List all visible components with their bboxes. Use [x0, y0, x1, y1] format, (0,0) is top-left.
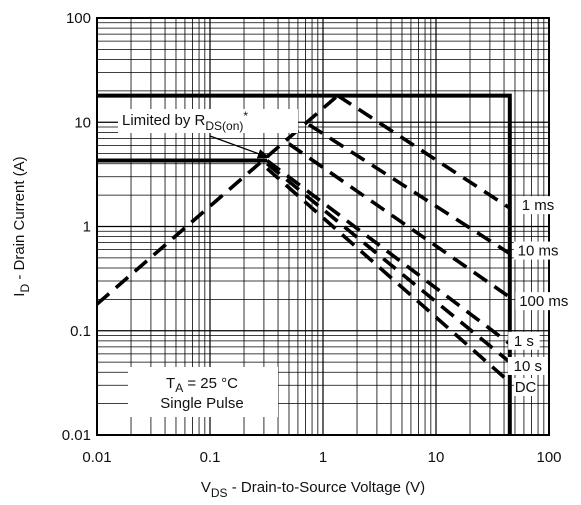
series-label-bg: [515, 292, 573, 311]
curve-layer: [95, 93, 512, 435]
y-tick-label: 0.1: [70, 323, 91, 340]
series-line-DC: [265, 167, 511, 384]
y-tick-label: 100: [66, 10, 91, 27]
series-label-100-ms: 100 ms: [519, 293, 568, 310]
series-label-bg: [508, 331, 540, 350]
series-label-DC: DC: [515, 379, 537, 396]
conditions-line2: Single Pulse: [160, 395, 243, 412]
y-axis-label: ID - Drain Current (A): [11, 156, 32, 296]
limited-by-bg: [118, 109, 298, 133]
series-label-1-s: 1 s: [514, 333, 534, 350]
limit-curve-0: [97, 93, 512, 435]
series-line-10-s: [265, 162, 511, 364]
x-tick-label: 10: [428, 449, 445, 466]
series-label-10-s: 10 s: [514, 358, 542, 375]
limited-by-arrow: [209, 135, 270, 159]
plot-frame: [96, 17, 550, 436]
series-line-10-ms: [307, 123, 511, 256]
series-line-100-ms: [287, 142, 511, 299]
limited-by-label: Limited by RDS(on)*: [122, 109, 248, 133]
series-line-1-ms: [336, 94, 511, 210]
y-tick-label: 1: [83, 219, 91, 236]
conditions-box-bg: [128, 367, 278, 417]
x-axis-label: VDS - Drain-to-Source Voltage (V): [201, 479, 425, 500]
x-tick-label: 0.1: [200, 449, 221, 466]
series-label-bg: [518, 196, 559, 215]
y-tick-label: 0.01: [62, 427, 91, 444]
series-label-bg: [514, 378, 538, 397]
series-label-10-ms: 10 ms: [518, 243, 559, 260]
y-tick-label: 10: [74, 114, 91, 131]
label-layer: VDS - Drain-to-Source Voltage (V) ID - Dr…: [11, 156, 573, 500]
grid-layer: [96, 18, 549, 436]
series-line-1-s: [266, 159, 511, 346]
x-tick-label: 1: [319, 449, 327, 466]
series-label-bg: [507, 356, 548, 375]
series-label-bg: [513, 241, 563, 260]
series-label-1-ms: 1 ms: [522, 197, 555, 214]
conditions-line1: TA = 25 °C: [166, 375, 238, 395]
x-tick-label: 100: [536, 449, 561, 466]
x-tick-label: 0.01: [82, 449, 111, 466]
tick-layer: 0.01 0.1 1 10 100 0.01 0.1 1 10 100: [62, 10, 562, 466]
